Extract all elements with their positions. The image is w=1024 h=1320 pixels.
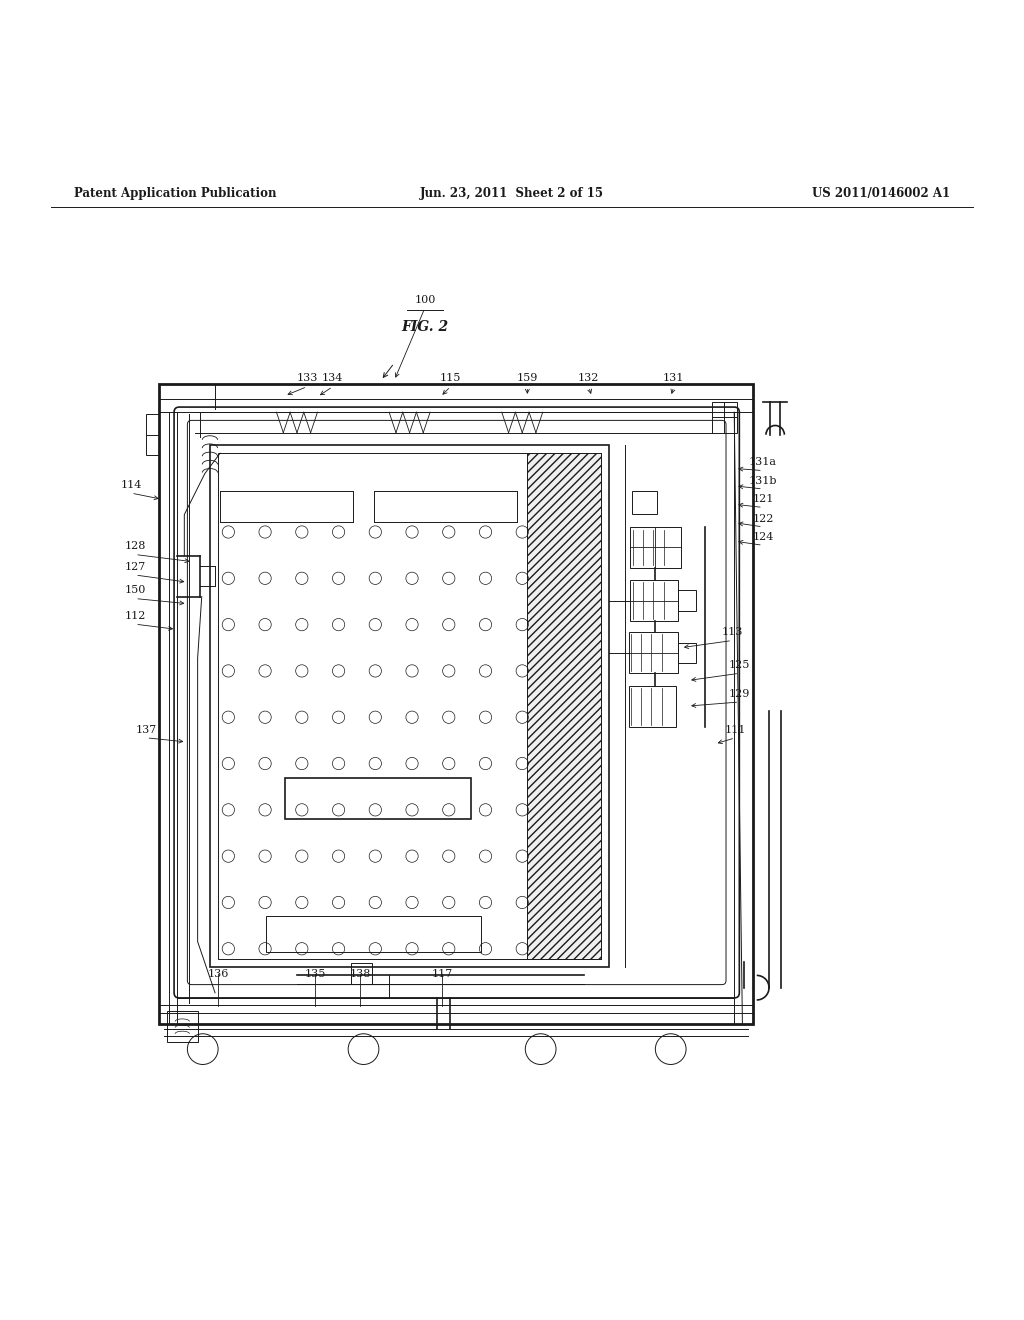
Text: 131: 131 xyxy=(664,374,684,383)
Bar xyxy=(629,685,676,726)
Bar xyxy=(629,632,678,673)
Text: FIG. 2: FIG. 2 xyxy=(401,321,449,334)
Bar xyxy=(210,445,609,968)
Bar xyxy=(712,403,737,433)
Text: 111: 111 xyxy=(725,725,745,735)
Bar xyxy=(159,384,753,1023)
Bar xyxy=(527,453,601,960)
Bar xyxy=(146,414,159,455)
Text: 133: 133 xyxy=(297,374,317,383)
Text: 124: 124 xyxy=(753,532,773,543)
Text: 125: 125 xyxy=(729,660,750,671)
Text: 129: 129 xyxy=(729,689,750,698)
Bar xyxy=(678,590,696,611)
Bar xyxy=(167,1011,198,1041)
Text: 136: 136 xyxy=(208,969,228,979)
Bar xyxy=(678,643,696,663)
Bar xyxy=(632,491,657,513)
Bar xyxy=(218,453,601,960)
Text: 122: 122 xyxy=(753,513,773,524)
Text: 150: 150 xyxy=(125,585,145,595)
Bar xyxy=(351,964,372,983)
Text: 131a: 131a xyxy=(749,457,777,467)
Text: 159: 159 xyxy=(517,374,538,383)
Text: 114: 114 xyxy=(121,480,141,490)
Bar xyxy=(630,579,678,622)
Bar xyxy=(630,527,681,568)
Text: 128: 128 xyxy=(125,541,145,552)
Text: 112: 112 xyxy=(125,611,145,620)
Text: 132: 132 xyxy=(579,374,599,383)
Text: 127: 127 xyxy=(125,562,145,572)
Text: Patent Application Publication: Patent Application Publication xyxy=(74,186,276,199)
Text: 137: 137 xyxy=(136,725,157,735)
Text: 134: 134 xyxy=(323,374,343,383)
Text: 117: 117 xyxy=(432,969,453,979)
Text: 100: 100 xyxy=(415,294,435,305)
Text: 131b: 131b xyxy=(749,475,777,486)
Text: 138: 138 xyxy=(350,969,371,979)
Text: Jun. 23, 2011  Sheet 2 of 15: Jun. 23, 2011 Sheet 2 of 15 xyxy=(420,186,604,199)
Bar xyxy=(285,777,471,818)
Text: 113: 113 xyxy=(722,627,742,638)
Text: 121: 121 xyxy=(753,494,773,504)
Text: 135: 135 xyxy=(305,969,326,979)
Text: US 2011/0146002 A1: US 2011/0146002 A1 xyxy=(812,186,950,199)
Bar xyxy=(266,916,481,952)
Text: 115: 115 xyxy=(440,374,461,383)
